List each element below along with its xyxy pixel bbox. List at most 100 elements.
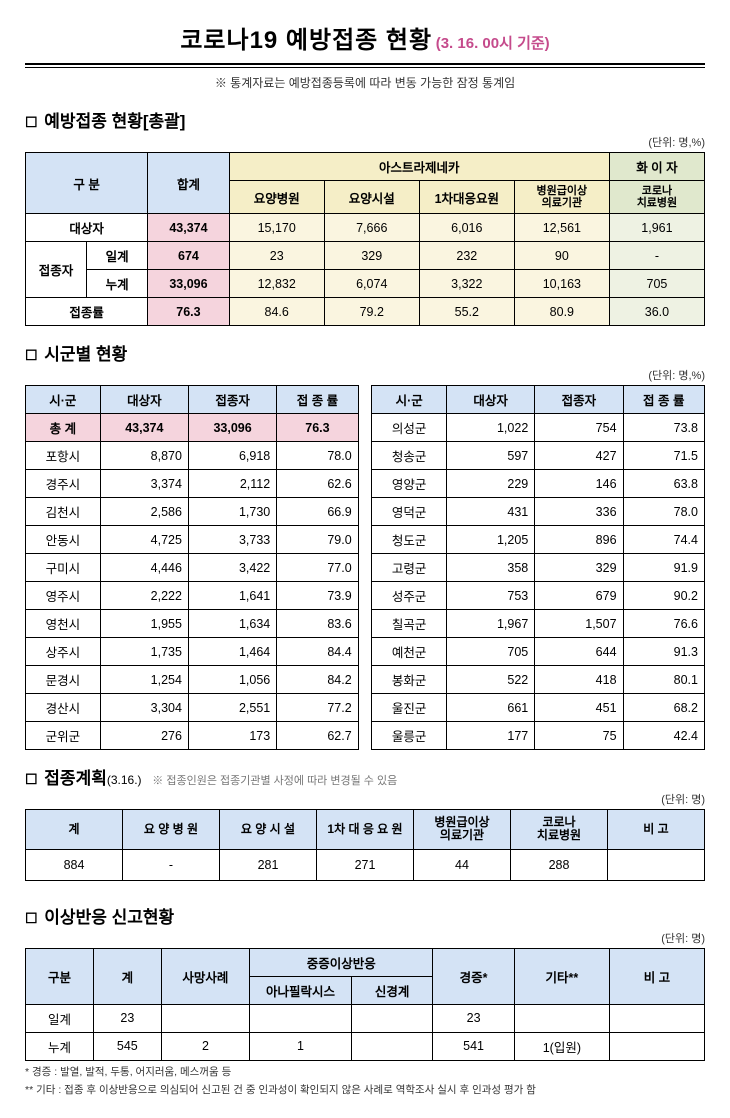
city-cell: 229 [447, 470, 535, 498]
city-cell: 영주시 [26, 582, 101, 610]
row-cum: 누계 33,096 12,832 6,074 3,322 10,163 705 [26, 270, 705, 298]
city-cell: 91.9 [623, 554, 704, 582]
city-cell: 705 [447, 638, 535, 666]
city-cell: 77.2 [277, 694, 358, 722]
section4-unit: (단위: 명) [25, 930, 705, 946]
city-cell: 4,725 [100, 526, 188, 554]
rate-total: 76.3 [148, 298, 229, 326]
city-cell: 의성군 [372, 414, 447, 442]
th-city-l: 시·군 [26, 386, 101, 414]
city-cell: 177 [447, 722, 535, 750]
th-c3: 1차대응요원 [419, 181, 514, 214]
city-cell: 42.4 [623, 722, 704, 750]
city-cell: 영천시 [26, 610, 101, 638]
daily-c3: 232 [419, 242, 514, 270]
adverse-daily-row: 일계 23 23 [26, 1004, 705, 1032]
city-total-cell: 43,374 [100, 414, 188, 442]
section3-sub: ※ 접종인원은 접종기관별 사정에 따라 변경될 수 있음 [152, 775, 397, 787]
city-cell: 구미시 [26, 554, 101, 582]
footnote-2: ** 기타 : 접종 후 이상반응으로 의심되어 신고된 건 중 인과성이 확인… [25, 1083, 705, 1098]
city-cell: 431 [447, 498, 535, 526]
city-cell: 울릉군 [372, 722, 447, 750]
city-cell: 고령군 [372, 554, 447, 582]
row-daily: 접종자 일계 674 23 329 232 90 - [26, 242, 705, 270]
th-ana: 아나필락시스 [250, 976, 352, 1004]
cum-total: 33,096 [148, 270, 229, 298]
city-cell: 90.2 [623, 582, 704, 610]
city-cell: 78.0 [277, 442, 358, 470]
adv-cum-5: 1(입원) [514, 1032, 609, 1060]
city-cell: 73.9 [277, 582, 358, 610]
cum-c4: 10,163 [514, 270, 609, 298]
th-target-r: 대상자 [447, 386, 535, 414]
city-cell: 427 [535, 442, 623, 470]
adverse-cum-row: 누계 545 2 1 541 1(입원) [26, 1032, 705, 1060]
city-cell: 1,205 [447, 526, 535, 554]
cum-c3: 3,322 [419, 270, 514, 298]
daily-c4: 90 [514, 242, 609, 270]
section2-heading: ☐ 시군별 현황 [25, 340, 705, 365]
th-note: 비 고 [609, 948, 704, 1004]
plan-cell: 288 [511, 849, 608, 880]
adv-cum-0: 545 [93, 1032, 161, 1060]
city-cell: 1,641 [188, 582, 276, 610]
section2-title: 시군별 현황 [44, 345, 127, 364]
adv-daily-5 [514, 1004, 609, 1032]
plan-th: 병원급이상 의료기관 [414, 810, 511, 849]
target-c5: 1,961 [609, 214, 704, 242]
city-cell: 3,422 [188, 554, 276, 582]
plan-th: 요 양 시 설 [220, 810, 317, 849]
city-cell: 66.9 [277, 498, 358, 526]
plan-cell [608, 849, 705, 880]
adv-daily-2 [250, 1004, 352, 1032]
daily-c2: 329 [324, 242, 419, 270]
row-rate: 접종률 76.3 84.6 79.2 55.2 80.9 36.0 [26, 298, 705, 326]
city-cell: 76.6 [623, 610, 704, 638]
rate-c5: 36.0 [609, 298, 704, 326]
title-rule-1 [25, 63, 705, 65]
rate-c2: 79.2 [324, 298, 419, 326]
city-cell: 75 [535, 722, 623, 750]
rate-c1: 84.6 [229, 298, 324, 326]
city-cell: 62.7 [277, 722, 358, 750]
th-c5: 코로나 치료병원 [609, 181, 704, 214]
rate-c3: 55.2 [419, 298, 514, 326]
city-cell: 안동시 [26, 526, 101, 554]
plan-th: 코로나 치료병원 [511, 810, 608, 849]
target-c2: 7,666 [324, 214, 419, 242]
city-cell: 영양군 [372, 470, 447, 498]
plan-th: 비 고 [608, 810, 705, 849]
plan-th: 1차 대 응 요 원 [317, 810, 414, 849]
adv-daily-3 [351, 1004, 432, 1032]
city-cell: 84.2 [277, 666, 358, 694]
plan-cell: - [123, 849, 220, 880]
city-cell: 79.0 [277, 526, 358, 554]
city-cell: 예천군 [372, 638, 447, 666]
city-cell: 1,022 [447, 414, 535, 442]
plan-cell: 44 [414, 849, 511, 880]
th-mild: 경증* [433, 948, 514, 1004]
plan-cell: 271 [317, 849, 414, 880]
section3-title: 접종계획 [44, 769, 107, 788]
city-cell: 1,056 [188, 666, 276, 694]
city-cell: 77.0 [277, 554, 358, 582]
city-cell: 1,507 [535, 610, 623, 638]
city-cell: 2,222 [100, 582, 188, 610]
th-severe: 중증이상반응 [250, 948, 433, 976]
city-cell: 146 [535, 470, 623, 498]
city-total-cell: 76.3 [277, 414, 358, 442]
adv-cum-label: 누계 [26, 1032, 94, 1060]
city-cell: 522 [447, 666, 535, 694]
section3-unit: (단위: 명) [25, 791, 705, 807]
city-total-cell: 33,096 [188, 414, 276, 442]
label-cum: 누계 [87, 270, 148, 298]
adv-cum-6 [609, 1032, 704, 1060]
bullet-icon: ☐ [25, 771, 38, 787]
page-title-wrap: 코로나19 예방접종 현황 (3. 16. 00시 기준) [25, 20, 705, 55]
city-cell: 김천시 [26, 498, 101, 526]
daily-total: 674 [148, 242, 229, 270]
label-target: 대상자 [26, 214, 148, 242]
plan-th: 요 양 병 원 [123, 810, 220, 849]
city-cell: 울진군 [372, 694, 447, 722]
th-neuro: 신경계 [351, 976, 432, 1004]
